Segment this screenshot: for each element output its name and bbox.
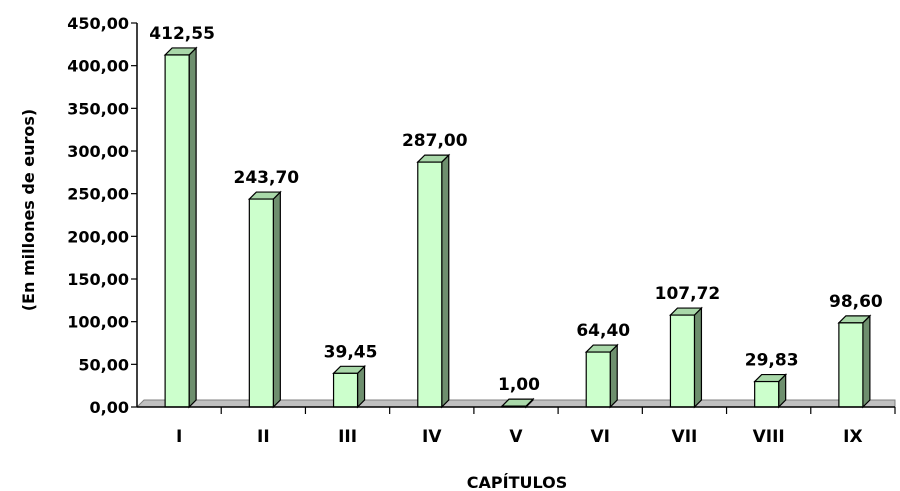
bar-I — [163, 46, 198, 409]
x-tick-label: I — [176, 427, 182, 447]
bar-front — [332, 372, 359, 408]
x-tick-label: V — [509, 427, 523, 447]
y-axis: 0,00 50,00 100,00 150,00 200,00 250,00 300,00 3… — [67, 14, 138, 417]
bar-II — [247, 190, 282, 409]
bar-front — [248, 198, 274, 408]
y-tick-label: 250,00 — [67, 185, 129, 204]
bar-front — [669, 314, 696, 408]
data-label: 107,72 — [655, 284, 721, 304]
bar-IV — [416, 153, 451, 409]
x-tick-label: III — [338, 427, 357, 447]
data-label: 29,83 — [745, 351, 799, 371]
x-tick-label: II — [257, 427, 270, 447]
bar-front — [585, 351, 611, 408]
y-axis-title: (En millones de euros) — [19, 109, 38, 312]
x-axis: I II III IV V VI VII VIII IX — [137, 406, 896, 447]
bar-front — [417, 161, 443, 408]
bar-side — [609, 343, 618, 409]
x-tick-label: VI — [590, 427, 609, 447]
bar-VII — [668, 306, 703, 409]
bar-front — [838, 322, 864, 408]
bar-side — [441, 153, 450, 409]
y-tick-label: 50,00 — [78, 355, 129, 374]
x-tick-label: IV — [422, 427, 442, 447]
y-tick-label: 400,00 — [67, 57, 129, 76]
data-label: 1,00 — [498, 375, 540, 395]
data-label: 98,60 — [829, 292, 883, 312]
bar-front — [164, 54, 190, 408]
bar-III — [332, 364, 367, 409]
y-tick-label: 150,00 — [67, 270, 129, 289]
bar-front — [754, 380, 780, 408]
y-tick-label: 100,00 — [67, 313, 129, 332]
data-labels: 412,55 243,70 39,45 287,00 1,00 64,40 107,72 29… — [149, 24, 883, 395]
data-label: 39,45 — [324, 342, 378, 362]
y-tick-label: 0,00 — [90, 398, 129, 417]
bar-IX — [837, 314, 872, 409]
y-tick-label: 300,00 — [67, 142, 129, 161]
bar-VIII — [753, 373, 788, 409]
y-tick-label: 450,00 — [67, 14, 129, 33]
data-label: 64,40 — [576, 321, 630, 341]
bar-side — [862, 314, 871, 409]
bar-side — [693, 306, 703, 409]
y-tick-label: 200,00 — [67, 227, 129, 246]
bar-VI — [584, 343, 619, 409]
x-tick-label: IX — [843, 427, 862, 447]
data-label: 287,00 — [402, 131, 468, 151]
y-tick-label: 350,00 — [67, 99, 129, 118]
bar-side — [272, 190, 281, 409]
x-axis-title: CAPÍTULOS — [467, 473, 567, 491]
data-label: 412,55 — [149, 24, 215, 44]
data-label: 243,70 — [234, 168, 300, 188]
bar-side — [188, 46, 197, 409]
x-tick-label: VIII — [753, 427, 785, 447]
x-tick-label: VII — [672, 427, 698, 447]
bar-series — [163, 46, 872, 409]
